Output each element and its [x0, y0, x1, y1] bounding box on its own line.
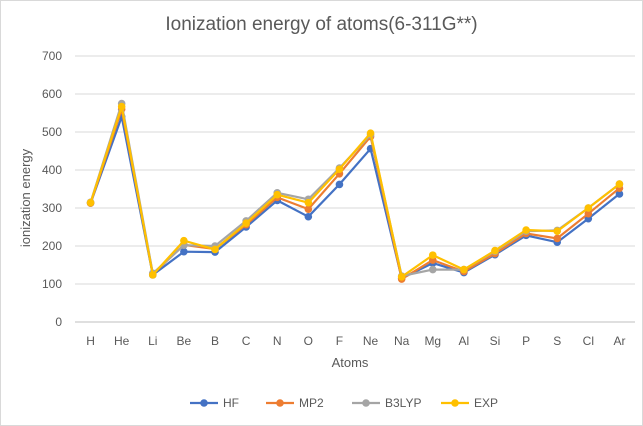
series-b3lyp — [86, 99, 624, 280]
y-tick-label: 400 — [42, 163, 62, 177]
data-point — [335, 165, 344, 174]
y-tick-label: 600 — [42, 87, 62, 101]
x-tick-label: O — [304, 334, 313, 348]
data-point — [584, 209, 593, 218]
data-point — [615, 180, 624, 188]
x-tick-label: Ar — [613, 334, 625, 348]
data-point — [86, 198, 95, 207]
data-point — [304, 198, 313, 207]
data-point — [615, 190, 624, 198]
data-point — [242, 219, 250, 227]
x-tick-label: C — [242, 334, 251, 348]
x-tick-label: H — [86, 334, 95, 348]
data-point — [180, 247, 188, 256]
data-point — [460, 265, 468, 274]
legend-swatch-marker — [362, 399, 370, 407]
x-tick-label: F — [336, 334, 343, 348]
legend-label: B3LYP — [385, 396, 421, 410]
y-tick-label: 100 — [42, 277, 62, 291]
data-point — [304, 212, 313, 221]
legend-label: HF — [223, 396, 239, 410]
x-tick-label: Be — [177, 334, 192, 348]
data-point — [117, 102, 126, 111]
x-tick-label: Li — [148, 334, 157, 348]
data-point — [304, 205, 313, 213]
legend-label: EXP — [474, 396, 498, 410]
x-tick-label: Al — [459, 334, 470, 348]
series-line — [89, 108, 621, 281]
data-point — [148, 271, 157, 279]
chart-title: Ionization energy of atoms(6-311G**) — [165, 14, 478, 35]
legend-item: EXP — [441, 396, 498, 410]
legend-swatch-marker — [451, 399, 459, 407]
data-point — [428, 251, 437, 259]
y-tick-label: 700 — [42, 49, 62, 63]
x-tick-label: Mg — [424, 334, 441, 348]
legend: HF MP2 B3LYP EXP — [190, 396, 498, 410]
x-tick-labels: H He Li Be B C N O F Ne Na Mg Al Si P S Cl Ar — [86, 334, 625, 348]
data-point — [522, 226, 530, 234]
series-lines — [86, 99, 624, 283]
x-tick-label: Ne — [363, 334, 379, 348]
y-tick-labels: 0 100 200 300 400 500 600 700 — [42, 49, 62, 329]
x-axis-title: Atoms — [332, 355, 369, 370]
data-point — [273, 190, 282, 199]
data-point — [335, 180, 344, 189]
x-tick-label: S — [553, 334, 561, 348]
series-line — [89, 105, 621, 278]
legend-label: MP2 — [299, 396, 324, 410]
x-tick-label: N — [273, 334, 282, 348]
data-point — [397, 272, 406, 281]
legend-item: MP2 — [266, 396, 324, 410]
y-tick-label: 300 — [42, 201, 62, 215]
y-tick-label: 500 — [42, 125, 62, 139]
x-tick-label: B — [211, 334, 219, 348]
series-exp — [86, 102, 624, 281]
x-tick-label: He — [114, 334, 130, 348]
y-tick-label: 0 — [55, 315, 62, 329]
legend-swatch-marker — [200, 399, 208, 407]
series-line — [89, 102, 621, 278]
series-line — [89, 115, 621, 280]
data-point — [584, 204, 593, 212]
gridlines — [75, 55, 635, 323]
y-tick-label: 200 — [42, 239, 62, 253]
series-hf — [86, 113, 624, 283]
data-point — [180, 236, 188, 245]
data-point — [491, 246, 499, 255]
data-point — [553, 227, 562, 235]
x-tick-label: Cl — [583, 334, 594, 348]
x-tick-label: Na — [394, 334, 410, 348]
y-axis-title: ionization energy — [18, 148, 33, 247]
legend-item: B3LYP — [352, 396, 421, 410]
legend-item: HF — [190, 396, 239, 410]
data-point — [211, 245, 219, 254]
data-point — [428, 265, 437, 274]
data-point — [366, 129, 375, 137]
x-tick-label: P — [522, 334, 530, 348]
data-point — [553, 234, 562, 243]
x-tick-label: Si — [490, 334, 501, 348]
legend-swatch-marker — [276, 399, 284, 407]
